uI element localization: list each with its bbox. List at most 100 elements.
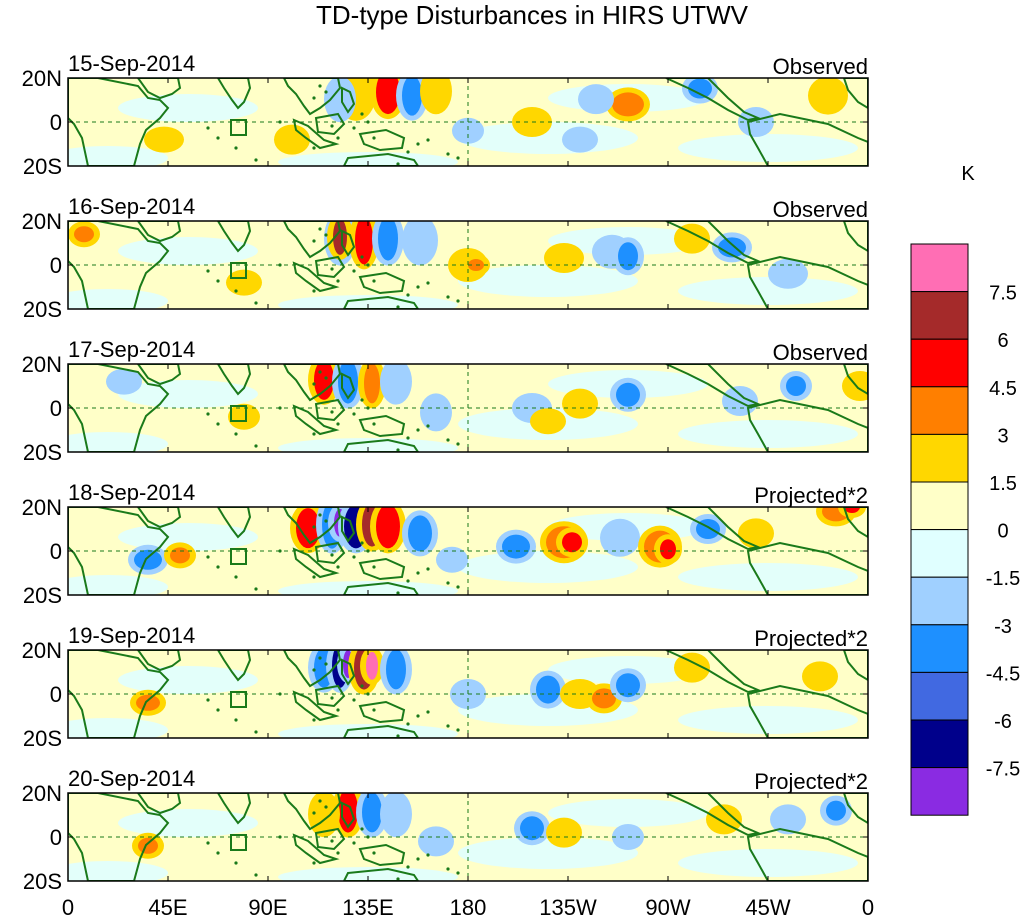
coastline: [314, 827, 346, 851]
negative-anomaly-area: [458, 265, 638, 297]
map-panel: 20N 0 20S 20-Sep-2014 Projected*2: [22, 766, 869, 894]
island: [330, 267, 334, 271]
colorbar-swatch: [910, 719, 969, 769]
negative-anomaly-blob: [408, 221, 432, 261]
lat-label: 20N: [22, 209, 62, 234]
negative-anomaly-blob: [402, 78, 422, 116]
island: [254, 730, 258, 734]
negative-anomaly-blob: [362, 793, 382, 833]
negative-anomaly-area: [678, 277, 858, 305]
coastline: [842, 650, 868, 682]
island: [416, 571, 420, 575]
island: [312, 382, 316, 386]
negative-anomaly-blob: [786, 376, 806, 396]
island: [216, 136, 220, 140]
positive-anomaly-blob: [680, 657, 704, 678]
island: [318, 656, 322, 660]
island: [324, 805, 328, 809]
island: [312, 718, 316, 722]
island: [456, 728, 460, 732]
negative-anomaly-area: [118, 523, 258, 551]
coastline: [341, 801, 356, 829]
coastline: [314, 398, 346, 422]
colorbar-swatch: [910, 576, 969, 626]
island: [206, 269, 210, 273]
coastline: [68, 221, 170, 309]
colorbar-swatch: [910, 624, 969, 673]
island: [416, 142, 420, 146]
coastline: [746, 541, 868, 595]
coastline: [746, 684, 868, 738]
coastline: [746, 398, 868, 452]
map-panel: 20N 0 20S 18-Sep-2014 Projected*2: [22, 480, 869, 608]
negative-anomaly-area: [278, 867, 458, 881]
island: [216, 565, 220, 569]
panel-date: 17-Sep-2014: [68, 337, 195, 362]
island: [372, 851, 376, 855]
island: [396, 591, 400, 595]
island: [406, 865, 410, 869]
island: [426, 281, 430, 285]
negative-anomaly-blob: [112, 373, 136, 390]
positive-anomaly-blob: [376, 507, 400, 549]
island: [360, 255, 364, 259]
lat-label: 0: [50, 539, 62, 564]
island: [336, 136, 340, 140]
coastline: [358, 843, 406, 867]
lat-label: 20S: [23, 869, 62, 894]
map-panel: 20N 0 20S 16-Sep-2014 Observed: [22, 194, 869, 322]
island: [352, 841, 356, 845]
island: [426, 710, 430, 714]
coastline: [282, 78, 342, 116]
lon-label: 135W: [539, 895, 597, 920]
coastline: [665, 78, 762, 122]
positive-anomaly-blob: [562, 532, 582, 553]
positive-anomaly-blob: [355, 221, 373, 265]
island: [206, 555, 210, 559]
island: [446, 295, 450, 299]
positive-anomaly-blob: [74, 226, 94, 243]
coastline: [314, 255, 346, 279]
negative-anomaly-area: [68, 146, 168, 166]
island: [446, 867, 450, 871]
lat-label: 20N: [22, 352, 62, 377]
negative-anomaly-blob: [386, 796, 406, 833]
negative-anomaly-area: [548, 799, 708, 827]
island: [336, 565, 340, 569]
negative-anomaly-blob: [606, 523, 634, 552]
island: [206, 841, 210, 845]
colorbar-level: 6: [997, 330, 1008, 352]
island: [426, 424, 430, 428]
negative-anomaly-blob: [502, 534, 530, 559]
negative-anomaly-blob: [568, 131, 592, 148]
coastline: [342, 438, 420, 452]
coastline: [136, 507, 182, 529]
coastline: [136, 221, 182, 243]
coastline: [358, 414, 406, 438]
coastline: [342, 581, 420, 595]
contour-field: [68, 364, 868, 452]
island: [234, 146, 238, 150]
island: [352, 412, 356, 416]
positive-anomaly-blob: [680, 228, 704, 249]
coastline: [282, 221, 342, 259]
positive-anomaly-blob: [280, 129, 304, 150]
negative-anomaly-blob: [442, 551, 462, 568]
island: [254, 301, 258, 305]
lat-label: 20S: [23, 297, 62, 322]
island: [318, 227, 322, 231]
positive-anomaly-blob: [364, 364, 380, 404]
island: [254, 587, 258, 591]
coastline: [282, 507, 342, 545]
positive-anomaly-blob: [744, 523, 768, 544]
coastline: [746, 827, 868, 881]
island: [318, 799, 322, 803]
lon-label: 135E: [342, 895, 393, 920]
colorbar-level: -7.5: [986, 759, 1020, 781]
island: [234, 575, 238, 579]
coastline: [136, 364, 182, 386]
negative-anomaly-blob: [688, 78, 712, 99]
coastline: [216, 507, 252, 539]
island: [416, 714, 420, 718]
colorbar-level: -4.5: [986, 663, 1020, 685]
